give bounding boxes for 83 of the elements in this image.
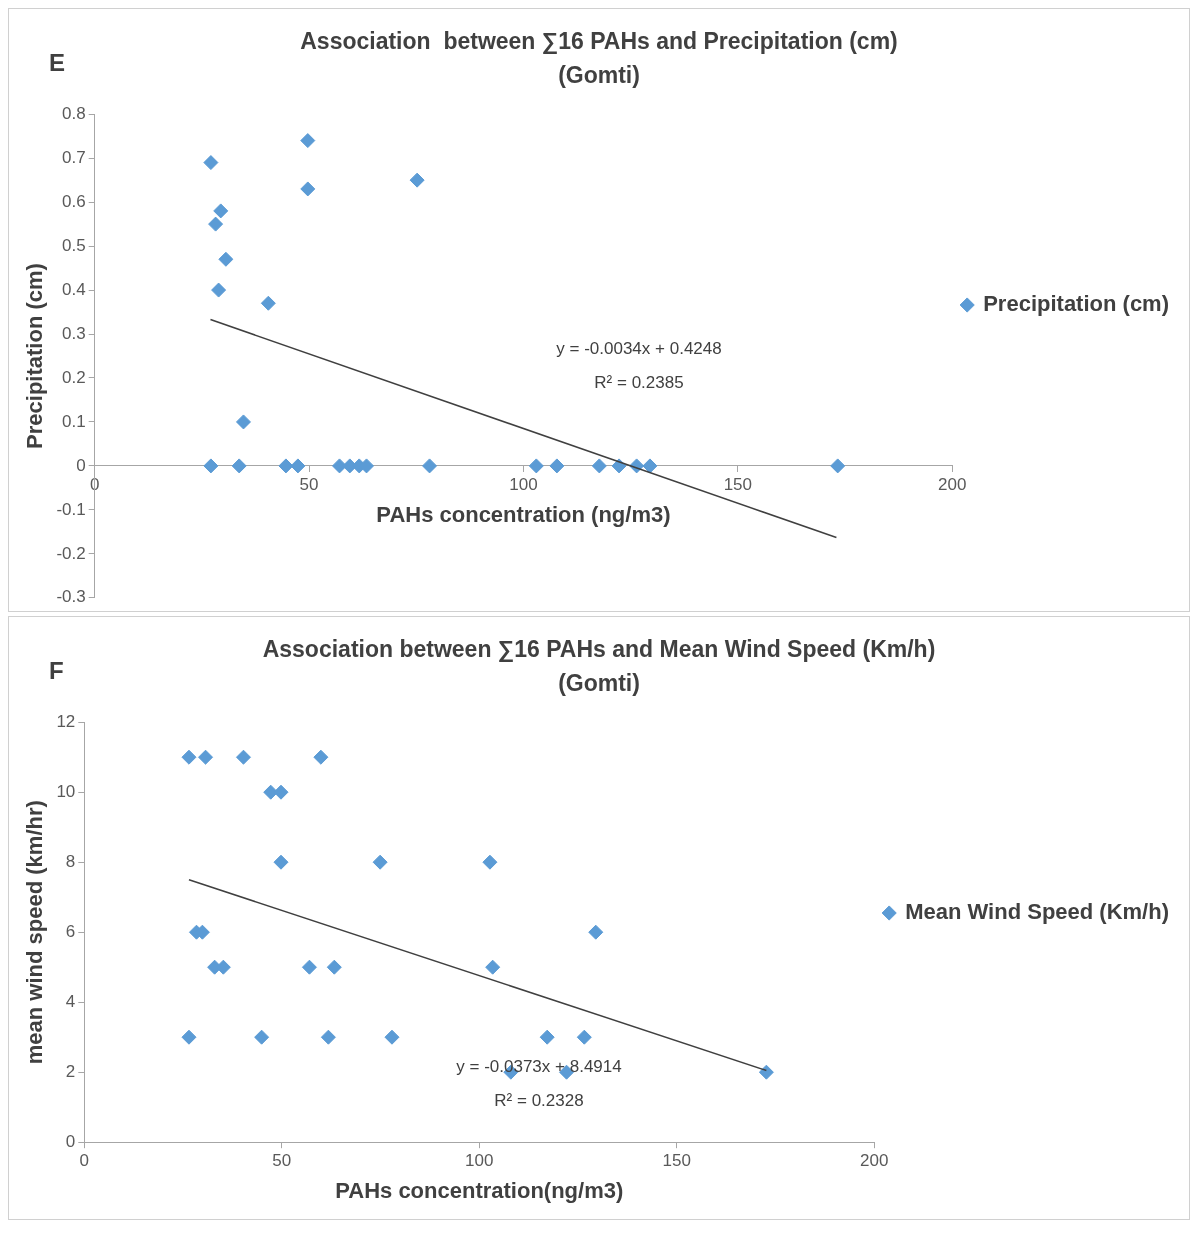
chart-title: Association between ∑16 PAHs and Precipitation (cm) bbox=[300, 28, 898, 56]
x-tick-label: 150 bbox=[723, 474, 753, 494]
point bbox=[320, 1029, 336, 1045]
point bbox=[549, 458, 565, 474]
point bbox=[273, 784, 289, 800]
point bbox=[539, 1029, 555, 1045]
point bbox=[208, 216, 224, 232]
y-tick-label: 0.5 bbox=[62, 235, 86, 255]
point bbox=[372, 854, 388, 870]
point bbox=[181, 1029, 197, 1045]
point bbox=[591, 458, 607, 474]
point bbox=[231, 458, 247, 474]
point bbox=[235, 749, 251, 765]
y-tick-label: 0.2 bbox=[62, 367, 86, 387]
x-axis-title: PAHs concentration (ng/m3) bbox=[376, 501, 671, 527]
point bbox=[528, 458, 544, 474]
x-tick-label: 100 bbox=[465, 1151, 494, 1171]
point bbox=[181, 749, 197, 765]
y-tick-label: 0.7 bbox=[62, 147, 86, 167]
x-tick-label: 50 bbox=[272, 1151, 292, 1171]
y-tick-label: -0.1 bbox=[56, 499, 86, 519]
point bbox=[218, 251, 234, 267]
y-tick-label: 8 bbox=[65, 851, 76, 871]
point bbox=[278, 458, 294, 474]
point bbox=[300, 181, 316, 197]
y-tick-label: 0 bbox=[76, 455, 86, 475]
point bbox=[290, 458, 306, 474]
y-tick-label: 4 bbox=[65, 991, 76, 1011]
point bbox=[198, 749, 214, 765]
y-tick-label: -0.2 bbox=[56, 543, 86, 563]
y-axis-title: mean wind speed (km/hr) bbox=[22, 800, 48, 1065]
point bbox=[313, 749, 329, 765]
point bbox=[273, 854, 289, 870]
point bbox=[485, 959, 501, 975]
annotation: y = -0.0034x + 0.4248 bbox=[555, 339, 723, 359]
point bbox=[576, 1029, 592, 1045]
point bbox=[384, 1029, 400, 1045]
y-tick-label: 12 bbox=[56, 711, 76, 731]
point bbox=[588, 924, 604, 940]
y-tick-label: 0.8 bbox=[62, 103, 86, 123]
x-tick-label: 100 bbox=[509, 474, 538, 494]
y-tick-label: 10 bbox=[56, 781, 76, 801]
point bbox=[830, 458, 846, 474]
y-axis-title: Precipitation (cm) bbox=[22, 263, 48, 449]
point bbox=[409, 172, 425, 188]
y-tick-label: -0.3 bbox=[56, 587, 86, 607]
legend-label: Precipitation (cm) bbox=[983, 291, 1169, 317]
y-tick-label: 0.1 bbox=[62, 411, 86, 431]
point bbox=[642, 458, 658, 474]
x-tick-label: 200 bbox=[938, 474, 967, 494]
y-tick-label: 6 bbox=[65, 921, 76, 941]
y-tick-label: 0.3 bbox=[62, 323, 86, 343]
y-tick-label: 0 bbox=[65, 1131, 76, 1151]
point bbox=[482, 854, 498, 870]
x-tick-label: 150 bbox=[662, 1151, 691, 1171]
point bbox=[301, 959, 317, 975]
text: E bbox=[49, 49, 66, 77]
legend-label: Mean Wind Speed (Km/h) bbox=[905, 899, 1170, 925]
annotation: y = -0.0373x + 8.4914 bbox=[455, 1057, 623, 1077]
annotation: R² = 0.2328 bbox=[493, 1091, 585, 1111]
y-tick-label: 2 bbox=[65, 1061, 76, 1081]
point bbox=[213, 203, 229, 219]
point bbox=[422, 458, 438, 474]
annotation: R² = 0.2385 bbox=[593, 373, 685, 393]
x-tick-label: 50 bbox=[299, 474, 319, 494]
point bbox=[611, 458, 627, 474]
point bbox=[326, 959, 342, 975]
point bbox=[203, 155, 219, 171]
x-axis-title: PAHs concentration(ng/m3) bbox=[335, 1177, 624, 1203]
x-tick-label: 200 bbox=[860, 1151, 889, 1171]
point bbox=[260, 295, 276, 311]
point bbox=[758, 1064, 774, 1080]
point bbox=[211, 282, 227, 298]
y-tick-label: 0.4 bbox=[62, 279, 86, 299]
point bbox=[254, 1029, 270, 1045]
chart-subtitle: (Gomti) bbox=[558, 61, 640, 88]
chart-subtitle: (Gomti) bbox=[558, 669, 640, 696]
point bbox=[235, 414, 251, 430]
y-tick-label: 0.6 bbox=[62, 191, 86, 211]
text: F bbox=[49, 657, 64, 685]
chart-title: Association between ∑16 PAHs and Mean Wind Speed (Km/h) bbox=[262, 636, 936, 664]
point bbox=[203, 458, 219, 474]
point bbox=[300, 133, 316, 149]
